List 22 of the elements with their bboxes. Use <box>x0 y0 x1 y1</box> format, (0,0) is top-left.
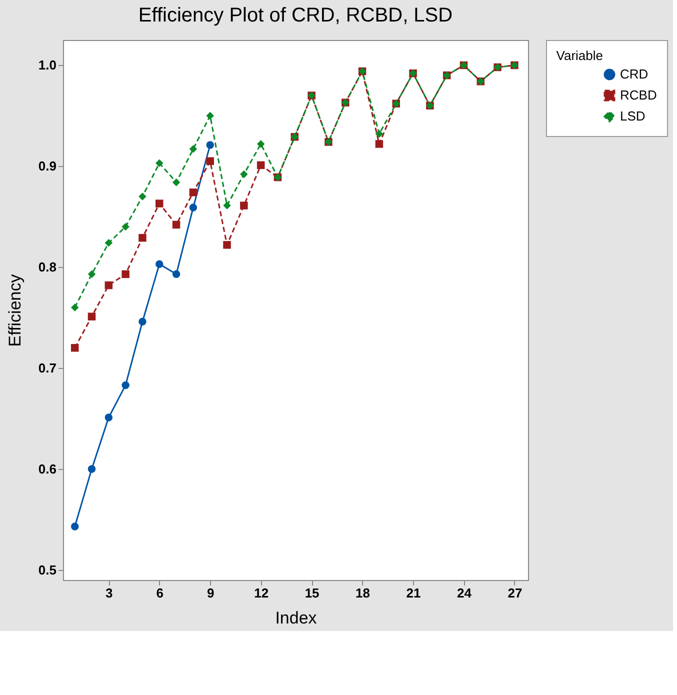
y-axis-title: Efficiency <box>5 274 24 347</box>
x-tick-label: 6 <box>156 586 164 600</box>
chart-title: Efficiency Plot of CRD, RCBD, LSD <box>138 4 453 26</box>
x-tick-label: 9 <box>206 586 214 600</box>
y-tick-label: 0.8 <box>38 260 56 275</box>
y-tick-label: 0.5 <box>38 562 56 578</box>
x-tick-label: 18 <box>356 586 370 600</box>
x-tick-label: 21 <box>406 586 421 600</box>
x-tick-label: 12 <box>254 586 269 600</box>
x-tick-label: 27 <box>508 586 522 600</box>
y-tick-label: 1.0 <box>38 58 56 73</box>
x-tick-label: 15 <box>304 586 320 600</box>
legend-label: CRD <box>620 66 648 82</box>
legend-label: LSD <box>620 108 646 124</box>
legend-label: RCBD <box>620 88 657 102</box>
y-tick-label: 0.7 <box>38 360 56 376</box>
x-axis-title: Index <box>275 608 318 628</box>
x-tick-label: 3 <box>106 586 113 600</box>
legend-title: Variable <box>556 48 603 63</box>
y-tick-label: 0.9 <box>38 158 56 174</box>
y-tick-label: 0.6 <box>38 461 56 476</box>
x-tick-label: 24 <box>457 586 472 600</box>
